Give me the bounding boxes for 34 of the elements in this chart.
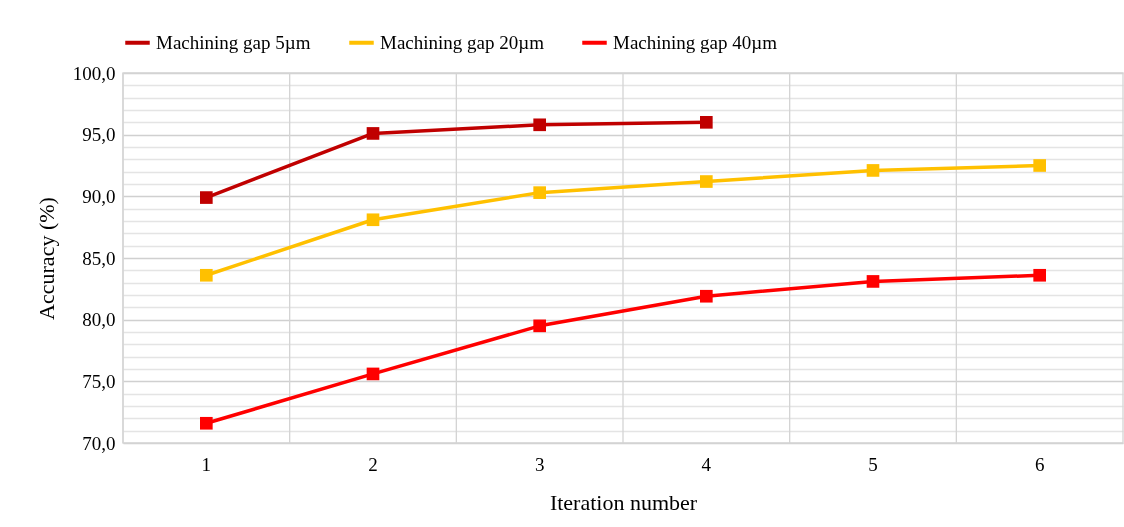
y-tick-label: 80,0 <box>82 309 116 331</box>
x-tick-label: 1 <box>201 453 212 475</box>
x-tick-label: 3 <box>534 453 545 475</box>
y-tick-label: 95,0 <box>82 124 116 146</box>
point <box>1033 159 1046 172</box>
point <box>700 175 713 188</box>
legend-label: Machining gap 5µm <box>156 31 311 53</box>
point <box>200 416 213 430</box>
point <box>533 118 546 132</box>
point <box>533 319 546 333</box>
point <box>1033 268 1046 282</box>
point <box>700 116 713 129</box>
point <box>533 186 546 199</box>
y-tick-label: 70,0 <box>82 432 116 454</box>
point <box>366 213 380 227</box>
point <box>866 164 880 177</box>
x-tick-label: 6 <box>1034 453 1045 475</box>
point <box>700 289 713 303</box>
x-axis-title: Iteration number <box>549 489 698 515</box>
point <box>200 268 213 282</box>
point <box>866 275 880 288</box>
x-tick-label: 2 <box>368 453 378 475</box>
legend-label: Machining gap 20µm <box>380 31 545 53</box>
x-tick-label: 4 <box>701 453 712 475</box>
point <box>366 367 380 381</box>
y-tick-label: 85,0 <box>82 247 116 269</box>
point <box>200 191 213 204</box>
y-tick-label: 75,0 <box>82 370 116 392</box>
y-tick-label: 90,0 <box>82 185 116 207</box>
y-axis-title: Accuracy (%) <box>33 197 59 320</box>
point <box>366 127 380 140</box>
legend-label: Machining gap 40µm <box>613 31 778 53</box>
y-tick-label: 100,0 <box>72 62 116 84</box>
x-tick-label: 5 <box>868 453 878 475</box>
